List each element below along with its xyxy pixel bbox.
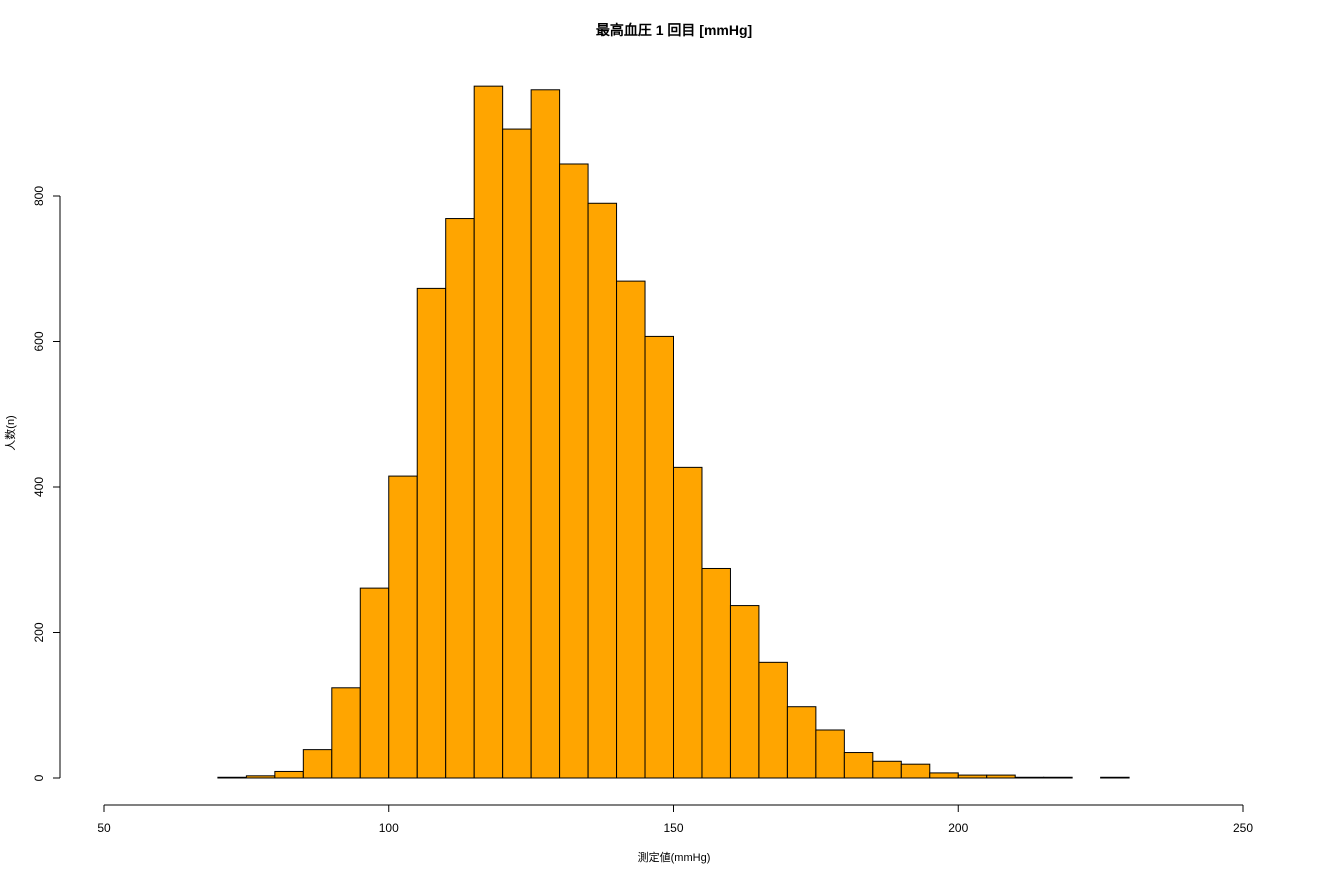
histogram-bar xyxy=(758,661,788,779)
x-axis: 50 100 150 200 250 xyxy=(97,804,1253,835)
histogram-bar xyxy=(673,466,703,779)
y-axis: 0 200 400 600 800 xyxy=(32,186,61,781)
histogram-bar xyxy=(331,687,361,779)
histogram-bar xyxy=(843,752,874,779)
x-tick-label: 50 xyxy=(97,821,111,835)
histogram-bar xyxy=(416,287,447,779)
histogram-bar xyxy=(359,587,390,779)
histogram-bar xyxy=(644,335,675,779)
x-tick-label: 150 xyxy=(663,821,683,835)
histogram-bar xyxy=(929,772,959,779)
histogram-bar xyxy=(1043,776,1073,779)
histogram-bar xyxy=(1100,776,1130,779)
x-tick-label: 100 xyxy=(379,821,399,835)
histogram-bar xyxy=(872,760,902,779)
histogram-bar xyxy=(217,776,247,779)
histogram-bar xyxy=(530,89,561,779)
chart-title: 最高血圧 1 回目 [mmHg] xyxy=(596,22,752,38)
histogram-bar xyxy=(587,202,618,779)
x-tick-label: 250 xyxy=(1233,821,1253,835)
y-tick-label: 0 xyxy=(32,774,46,781)
y-tick-label: 600 xyxy=(32,331,46,351)
y-tick-label: 400 xyxy=(32,477,46,497)
histogram-bar xyxy=(502,128,532,779)
histogram-bar xyxy=(559,163,589,779)
histogram-bar xyxy=(302,749,333,779)
histogram-bar xyxy=(701,567,731,779)
histogram-bar xyxy=(986,774,1016,779)
histogram-bar xyxy=(900,763,931,779)
histogram-bar xyxy=(729,605,760,779)
histogram-bar xyxy=(274,770,304,779)
histogram-bar xyxy=(445,218,475,779)
histogram-bar xyxy=(616,280,646,779)
x-tick-label: 200 xyxy=(948,821,968,835)
y-axis-label: 人数(n) xyxy=(4,415,17,450)
histogram-bar xyxy=(815,729,845,779)
histogram-bar xyxy=(786,706,817,779)
histogram-bar xyxy=(957,774,988,779)
y-tick-label: 800 xyxy=(32,186,46,206)
histogram-bar xyxy=(473,85,504,779)
histogram-bar xyxy=(1014,776,1045,779)
bars-group xyxy=(217,85,1130,779)
histogram-bar xyxy=(245,775,276,779)
y-tick-label: 200 xyxy=(32,622,46,642)
x-axis-label: 測定値(mmHg) xyxy=(638,850,711,864)
histogram-bar xyxy=(388,475,418,779)
